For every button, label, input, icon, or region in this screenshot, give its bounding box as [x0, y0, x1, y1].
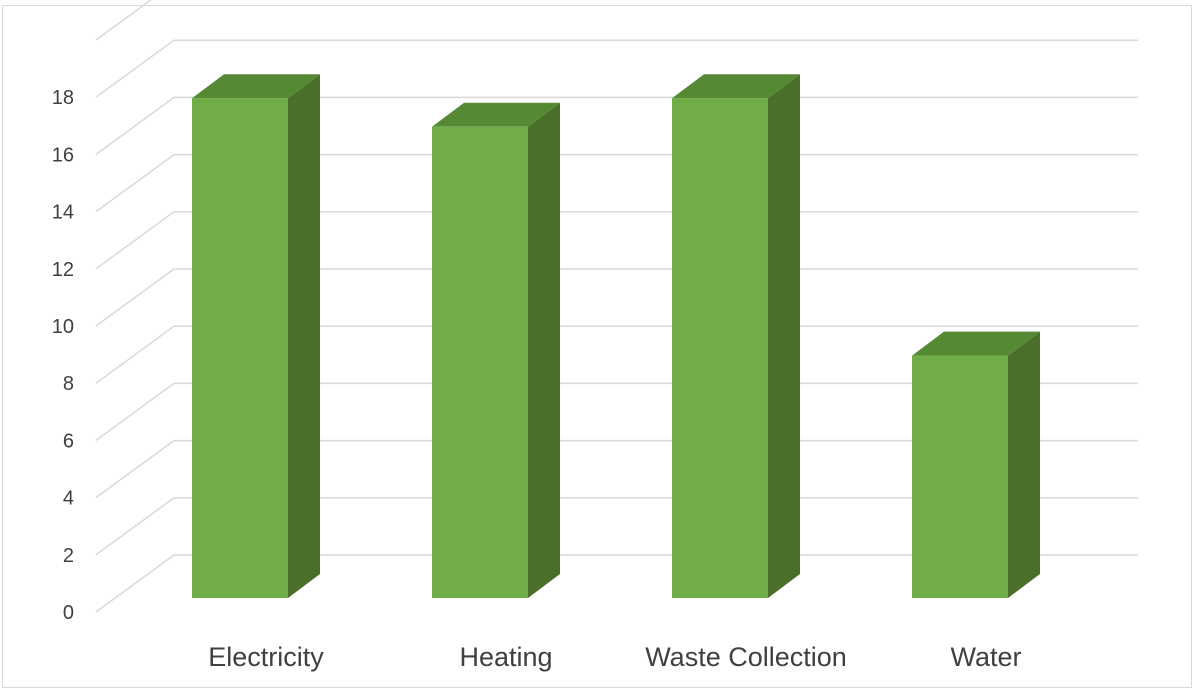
x-axis-categories: Electricity Heating Waste Collection Water — [208, 642, 1021, 672]
y-tick-label: 16 — [52, 144, 74, 166]
y-axis-ticks: 0 2 4 6 8 10 12 14 16 18 — [52, 87, 74, 624]
gridline-side — [95, 497, 175, 556]
bar-front — [672, 98, 768, 598]
gridline-side — [95, 96, 175, 156]
bar-heating — [432, 102, 560, 599]
bar-front — [912, 355, 1008, 598]
gridline-side — [95, 211, 175, 270]
bar-water — [912, 331, 1040, 598]
bar-top — [192, 74, 320, 99]
bar-top — [432, 102, 560, 127]
y-tick-label: 6 — [63, 430, 74, 452]
gridline-side — [95, 0, 153, 41]
gridline-side — [95, 268, 175, 327]
bar-waste-collection — [672, 74, 800, 598]
gridline-side — [95, 439, 175, 499]
y-tick-label: 12 — [52, 259, 74, 281]
gridline-side — [95, 153, 175, 213]
x-category-label: Heating — [459, 642, 552, 672]
y-tick-label: 18 — [52, 87, 74, 109]
bar-top — [912, 331, 1040, 356]
bar-side — [1008, 331, 1040, 598]
bar-electricity — [192, 74, 320, 598]
bar-side — [768, 74, 800, 598]
bar-side — [528, 102, 560, 599]
x-category-label: Electricity — [208, 642, 324, 672]
bars — [192, 74, 1040, 599]
y-tick-label: 14 — [52, 202, 74, 224]
bar-front — [192, 98, 288, 598]
gridline-side — [95, 554, 175, 613]
y-tick-label: 8 — [63, 373, 74, 395]
gridline-side — [95, 39, 175, 98]
y-tick-label: 4 — [63, 488, 74, 510]
gridline-side — [95, 325, 175, 384]
y-tick-label: 0 — [63, 602, 74, 624]
x-category-label: Waste Collection — [645, 642, 847, 672]
gridline-side — [95, 382, 175, 442]
x-category-label: Water — [950, 642, 1021, 672]
bar-front — [432, 126, 528, 599]
y-tick-label: 10 — [52, 316, 74, 338]
bar-top — [672, 74, 800, 99]
y-tick-label: 2 — [63, 545, 74, 567]
bar-side — [288, 74, 320, 598]
